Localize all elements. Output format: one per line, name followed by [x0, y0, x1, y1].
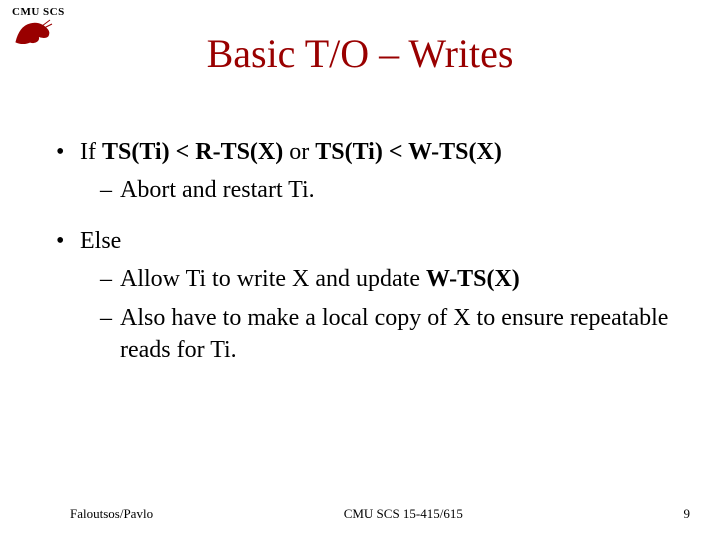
bullet-if-sub-abort: Abort and restart Ti.	[100, 174, 680, 206]
footer-page-number: 9	[684, 506, 691, 522]
slide-body: If TS(Ti) < R-TS(X) or TS(Ti) < W-TS(X) …	[56, 136, 680, 372]
bullet-else-sub-allow: Allow Ti to write X and update W-TS(X)	[100, 263, 680, 295]
bullet-if: If TS(Ti) < R-TS(X) or TS(Ti) < W-TS(X)	[56, 136, 680, 168]
bullet-else: Else	[56, 225, 680, 257]
b1-or: or	[283, 139, 315, 165]
slide-footer: Faloutsos/Pavlo CMU SCS 15-415/615 9	[70, 506, 690, 522]
b2s1-bold: W-TS(X)	[426, 266, 520, 292]
footer-course: CMU SCS 15-415/615	[123, 506, 683, 522]
b1-condition-1: TS(Ti) < R-TS(X)	[102, 139, 283, 165]
b1-prefix: If	[80, 139, 102, 165]
slide-title: Basic T/O – Writes	[0, 30, 720, 77]
header-label: CMU SCS	[12, 6, 65, 18]
b1-condition-2: TS(Ti) < W-TS(X)	[315, 139, 502, 165]
b2s1-prefix: Allow Ti to write X and update	[120, 266, 426, 292]
bullet-else-sub-copy: Also have to make a local copy of X to e…	[100, 302, 680, 367]
